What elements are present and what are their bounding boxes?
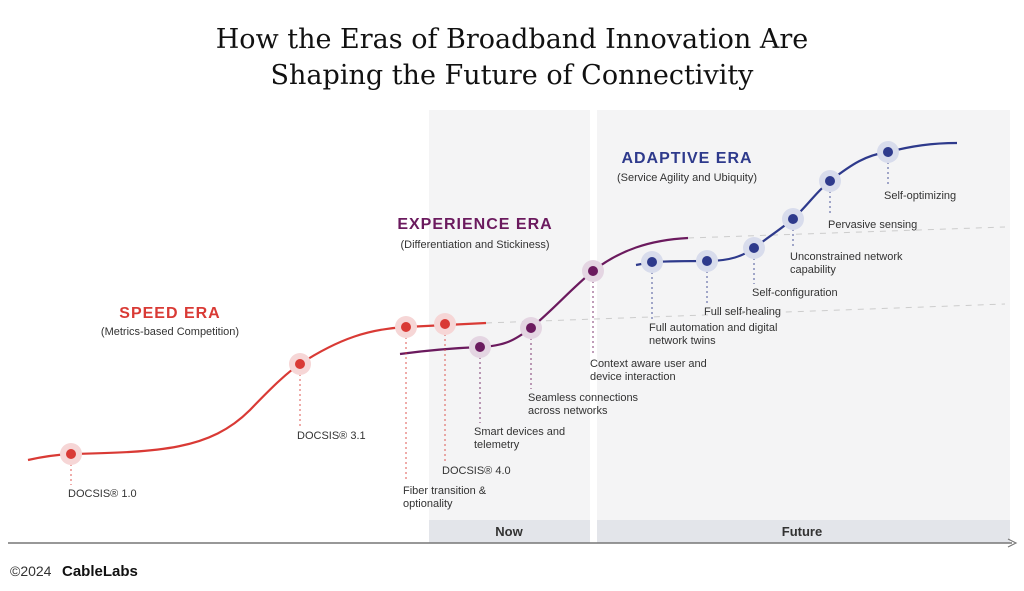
experience-era-title: EXPERIENCE ERA [397,216,552,233]
milestone-label: Smart devices and [474,426,565,438]
milestone: Pervasive sensing [819,170,917,231]
speed-era-subtitle: (Metrics-based Competition) [101,326,239,338]
milestone: Fiber transition &optionality [395,316,487,510]
milestone-label: Self-optimizing [884,190,956,202]
milestone: Self-optimizing [877,141,956,202]
milestone-dot [647,257,657,267]
milestone-dot [475,342,485,352]
now-label: Now [495,524,523,539]
milestone-label: DOCSIS® 1.0 [68,488,137,500]
axis-arrow-icon [1007,538,1018,548]
milestone-label: DOCSIS® 4.0 [442,465,511,477]
future-band [597,520,1010,543]
future-panel [597,110,1010,543]
milestone: DOCSIS® 1.0 [60,443,137,500]
speed-era-title: SPEED ERA [119,305,220,322]
adaptive-era-subtitle: (Service Agility and Ubiquity) [617,172,757,184]
milestone-dot [788,214,798,224]
milestone-dot [702,256,712,266]
milestone-label: Context aware user and [590,358,707,370]
speed-era-curve [27,321,487,462]
milestone-label: Unconstrained network [790,251,903,263]
milestone-dot [588,266,598,276]
milestone: DOCSIS® 3.1 [289,353,366,442]
milestone-label: DOCSIS® 3.1 [297,430,366,442]
milestone-label: Full automation and digital [649,322,777,334]
milestone-dot [295,359,305,369]
milestone-label: Fiber transition & [403,485,487,497]
trend-dash-upper [687,226,1006,239]
copyright: ©2024 [10,563,52,579]
milestone-dot [749,243,759,253]
milestone-label: Full self-healing [704,306,781,318]
milestone-label: Seamless connections [528,392,639,404]
now-panel [429,110,590,543]
milestone-label: optionality [403,498,453,510]
milestone: Self-configuration [743,237,838,299]
milestone-label: across networks [528,405,608,417]
adaptive-era-title: ADAPTIVE ERA [621,150,752,167]
milestone-label: Self-configuration [752,287,838,299]
milestone-label: capability [790,264,836,276]
milestone-label: Pervasive sensing [828,219,917,231]
milestone-dot [401,322,411,332]
milestone: DOCSIS® 4.0 [434,313,511,477]
cablelabs-logo: CableLabs [62,563,138,580]
milestone-label: network twins [649,335,716,347]
title-line-2: Shaping the Future of Connectivity [271,60,755,91]
milestone: Full self-healing [696,250,781,318]
title-line-1: How the Eras of Broadband Innovation Are [216,24,808,55]
milestone-dot [440,319,450,329]
trend-dash-lower [485,303,1006,324]
future-label: Future [782,524,822,539]
milestone-dot [825,176,835,186]
milestone-dot [883,147,893,157]
milestone-label: device interaction [590,371,676,383]
milestone-label: telemetry [474,439,520,451]
experience-era-subtitle: (Differentiation and Stickiness) [401,239,550,251]
milestone-dot [66,449,76,459]
milestone-dot [526,323,536,333]
now-band [429,520,590,543]
